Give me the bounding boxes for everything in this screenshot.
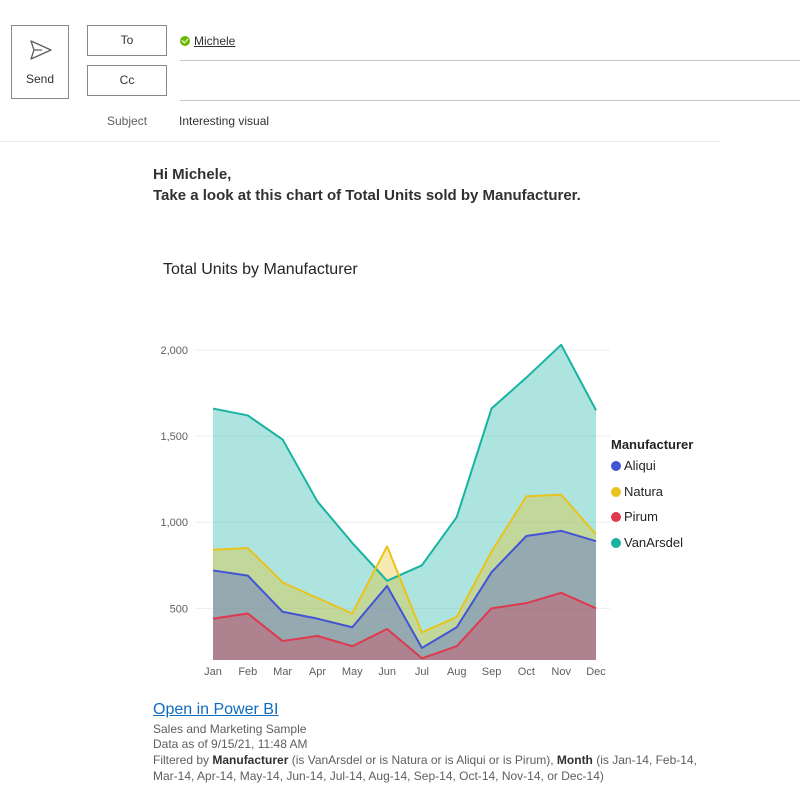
data-timestamp: Data as of 9/15/21, 11:48 AM xyxy=(153,737,308,751)
legend-item-aliqui[interactable]: Aliqui xyxy=(611,458,656,473)
dataset-name: Sales and Marketing Sample xyxy=(153,722,307,736)
area-pirum xyxy=(213,592,596,660)
message-line: Take a look at this chart of Total Units… xyxy=(153,187,581,204)
recipient-name: Michele xyxy=(194,34,236,48)
series-line-vanarsdel xyxy=(212,343,597,582)
legend-item-natura[interactable]: Natura xyxy=(611,484,663,499)
legend-swatch xyxy=(611,512,621,522)
open-in-powerbi-link[interactable]: Open in Power BI xyxy=(153,701,279,718)
message-body[interactable]: Hi Michele, Take a look at this chart of… xyxy=(153,164,581,206)
y-tick-label: 1,000 xyxy=(160,517,188,529)
x-tick-label: Dec xyxy=(586,666,606,678)
series-line-pirum xyxy=(212,591,597,660)
x-tick-label: Feb xyxy=(238,666,257,678)
y-tick-label: 2,000 xyxy=(160,345,188,357)
send-label: Send xyxy=(25,72,55,86)
y-tick-label: 1,500 xyxy=(160,431,188,443)
subject-input[interactable]: Interesting visual xyxy=(179,114,270,128)
legend-swatch xyxy=(611,461,621,471)
cc-button[interactable]: Cc xyxy=(87,65,167,96)
filter-field-month: Month xyxy=(556,753,593,767)
cc-field[interactable] xyxy=(180,100,800,101)
send-icon xyxy=(30,40,52,60)
subject-label: Subject xyxy=(107,114,148,128)
series-line-natura xyxy=(212,493,597,634)
legend-swatch xyxy=(611,537,621,548)
x-tick-label: Nov xyxy=(551,666,571,678)
to-button[interactable]: To xyxy=(87,25,167,56)
x-tick-label: May xyxy=(342,666,363,678)
area-vanarsdel xyxy=(213,344,596,660)
area-aliqui xyxy=(213,530,596,660)
chart-title: Total Units by Manufacturer xyxy=(163,261,358,278)
x-tick-label: Apr xyxy=(309,666,326,678)
x-tick-label: Mar xyxy=(273,666,292,678)
header-divider xyxy=(0,141,720,142)
filter-manufacturer-values: (is VanArsdel or is Natura or is Aliqui … xyxy=(288,753,557,767)
area-natura xyxy=(213,494,596,660)
legend-item-vanarsdel[interactable]: VanArsdel xyxy=(611,535,683,550)
area-chart: 500 1,000 1,500 2,000 Jan Feb Mar Apr May Jun Jul A… xyxy=(160,343,610,678)
greeting-line: Hi Michele, xyxy=(153,166,232,183)
x-tick-label: Jun xyxy=(378,666,396,678)
filter-month-values: (is Jan-14, Feb-14, Mar-14, Apr-14, May-… xyxy=(153,753,697,783)
filter-prefix: Filtered by xyxy=(153,753,213,767)
filter-description: Filtered by Manufacturer (is VanArsdel o… xyxy=(153,752,713,784)
legend-swatch xyxy=(611,486,621,497)
recipient-chip[interactable]: Michele xyxy=(180,34,235,48)
x-tick-label: Oct xyxy=(518,666,535,678)
x-tick-label: Aug xyxy=(447,666,467,678)
legend-label: VanArsdel xyxy=(624,534,684,550)
x-tick-label: Sep xyxy=(482,666,502,678)
filter-field-manufacturer: Manufacturer xyxy=(212,753,289,767)
x-tick-label: Jan xyxy=(204,666,222,678)
legend-label: Natura xyxy=(624,483,664,499)
series-line-aliqui xyxy=(212,529,597,649)
y-tick-label: 500 xyxy=(170,603,188,615)
verified-icon xyxy=(180,36,190,46)
to-field-underline xyxy=(180,60,800,61)
legend-title: Manufacturer xyxy=(611,437,694,452)
legend-label: Aliqui xyxy=(624,458,656,473)
legend-item-pirum[interactable]: Pirum xyxy=(611,509,658,524)
legend-label: Pirum xyxy=(624,509,658,524)
x-tick-label: Jul xyxy=(415,666,429,678)
send-button[interactable]: Send xyxy=(11,25,69,99)
